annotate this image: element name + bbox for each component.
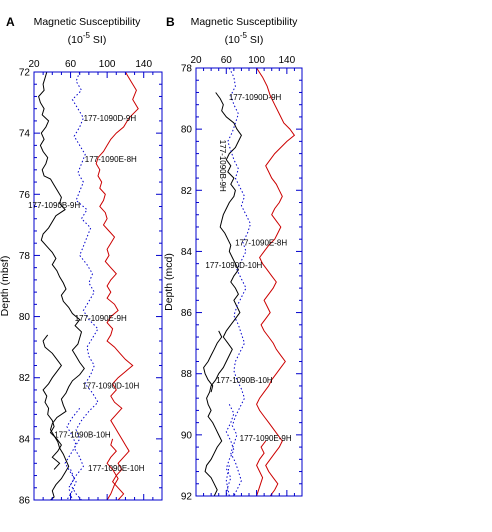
series-1-line-2: [68, 469, 75, 500]
core-label: 177-1090D-10H: [205, 261, 262, 270]
core-label: 177-1090D-9H: [229, 93, 282, 102]
y-tick-label: 92: [181, 492, 193, 503]
y-tick-label: 84: [19, 434, 31, 445]
x-tick-label: 100: [248, 55, 265, 66]
series-0-line-0: [204, 92, 242, 496]
series-group: [38, 72, 139, 500]
y-axis-label: Depth (mcd): [163, 253, 175, 311]
y-tick-label: 86: [19, 496, 31, 507]
core-label: 177-1090B-9H: [28, 201, 80, 210]
x-tick-label: 60: [65, 59, 77, 70]
y-tick-label: 86: [181, 308, 193, 319]
y-tick-label: 78: [181, 64, 193, 75]
core-label: 177-1090B-10H: [216, 376, 273, 385]
unit-tail: SI): [90, 34, 106, 46]
core-label-vertical: 177-1090B-9H: [218, 140, 227, 192]
y-tick-label: 80: [19, 312, 31, 323]
core-label: 177-1090E-10H: [88, 464, 145, 473]
x-tick-label: 100: [99, 59, 116, 70]
y-tick-label: 82: [19, 373, 31, 384]
series-0-line-1: [42, 334, 63, 470]
y-tick-label: 76: [19, 190, 31, 201]
panel-letter: B: [166, 15, 175, 29]
y-tick-label: 84: [181, 247, 193, 258]
unit-exponent: -5: [240, 31, 248, 40]
y-tick-label: 82: [181, 186, 193, 197]
y-tick-label: 72: [19, 68, 31, 79]
series-1-line-1: [64, 407, 81, 500]
y-axis-label: Depth (mbsf): [0, 256, 11, 317]
x-tick-label: 20: [28, 59, 40, 70]
core-label: 177-1090B-10H: [54, 430, 111, 439]
x-tick-label: 20: [190, 55, 202, 66]
series-2-line-0: [256, 68, 296, 496]
panel-b: B Magnetic Susceptibility (10-5 SI) Depth (…: [163, 15, 303, 503]
series-0-line-1: [203, 330, 223, 393]
unit-tail: SI): [247, 34, 263, 46]
chart-title-unit: (10-5 SI): [225, 31, 264, 46]
chart-title: Magnetic Susceptibility: [191, 16, 299, 28]
y-tick-label: 78: [19, 251, 31, 262]
series-1-line-2: [225, 465, 230, 496]
y-tick-label: 74: [19, 129, 31, 140]
series-1-line-0: [227, 68, 252, 496]
series-2-line-1: [106, 438, 119, 500]
y-tick-label: 90: [181, 430, 193, 441]
unit-base: (10: [68, 34, 83, 46]
chart-title-unit: (10-5 SI): [68, 31, 107, 46]
core-label: 177-1090D-10H: [82, 381, 139, 390]
core-label: 177-1090D-9H: [84, 114, 137, 123]
y-tick-label: 80: [181, 125, 193, 136]
chart-title: Magnetic Susceptibility: [34, 16, 142, 28]
core-label: 177-1090E-9H: [240, 434, 292, 443]
plot-frame: [195, 67, 303, 497]
y-tick-label: 88: [181, 369, 193, 380]
core-label: 177-1090E-9H: [75, 314, 127, 323]
series-2-line-0: [95, 72, 139, 500]
x-tick-label: 60: [221, 55, 233, 66]
core-label: 177-1090E-8H: [85, 155, 137, 164]
x-tick-label: 140: [135, 59, 152, 70]
panel-a: A Magnetic Susceptibility (10-5 SI) Depth (…: [0, 15, 163, 507]
unit-base: (10: [225, 34, 240, 46]
unit-exponent: -5: [83, 31, 91, 40]
x-tick-label: 140: [279, 55, 296, 66]
series-1-line-1: [225, 404, 235, 496]
core-label: 177-1090E-8H: [235, 238, 287, 247]
series-2-line-1: [256, 440, 267, 496]
series-0-line-0: [38, 72, 85, 500]
series-1-line-0: [70, 72, 99, 500]
panel-letter: A: [6, 15, 15, 29]
series-group: [203, 68, 296, 496]
